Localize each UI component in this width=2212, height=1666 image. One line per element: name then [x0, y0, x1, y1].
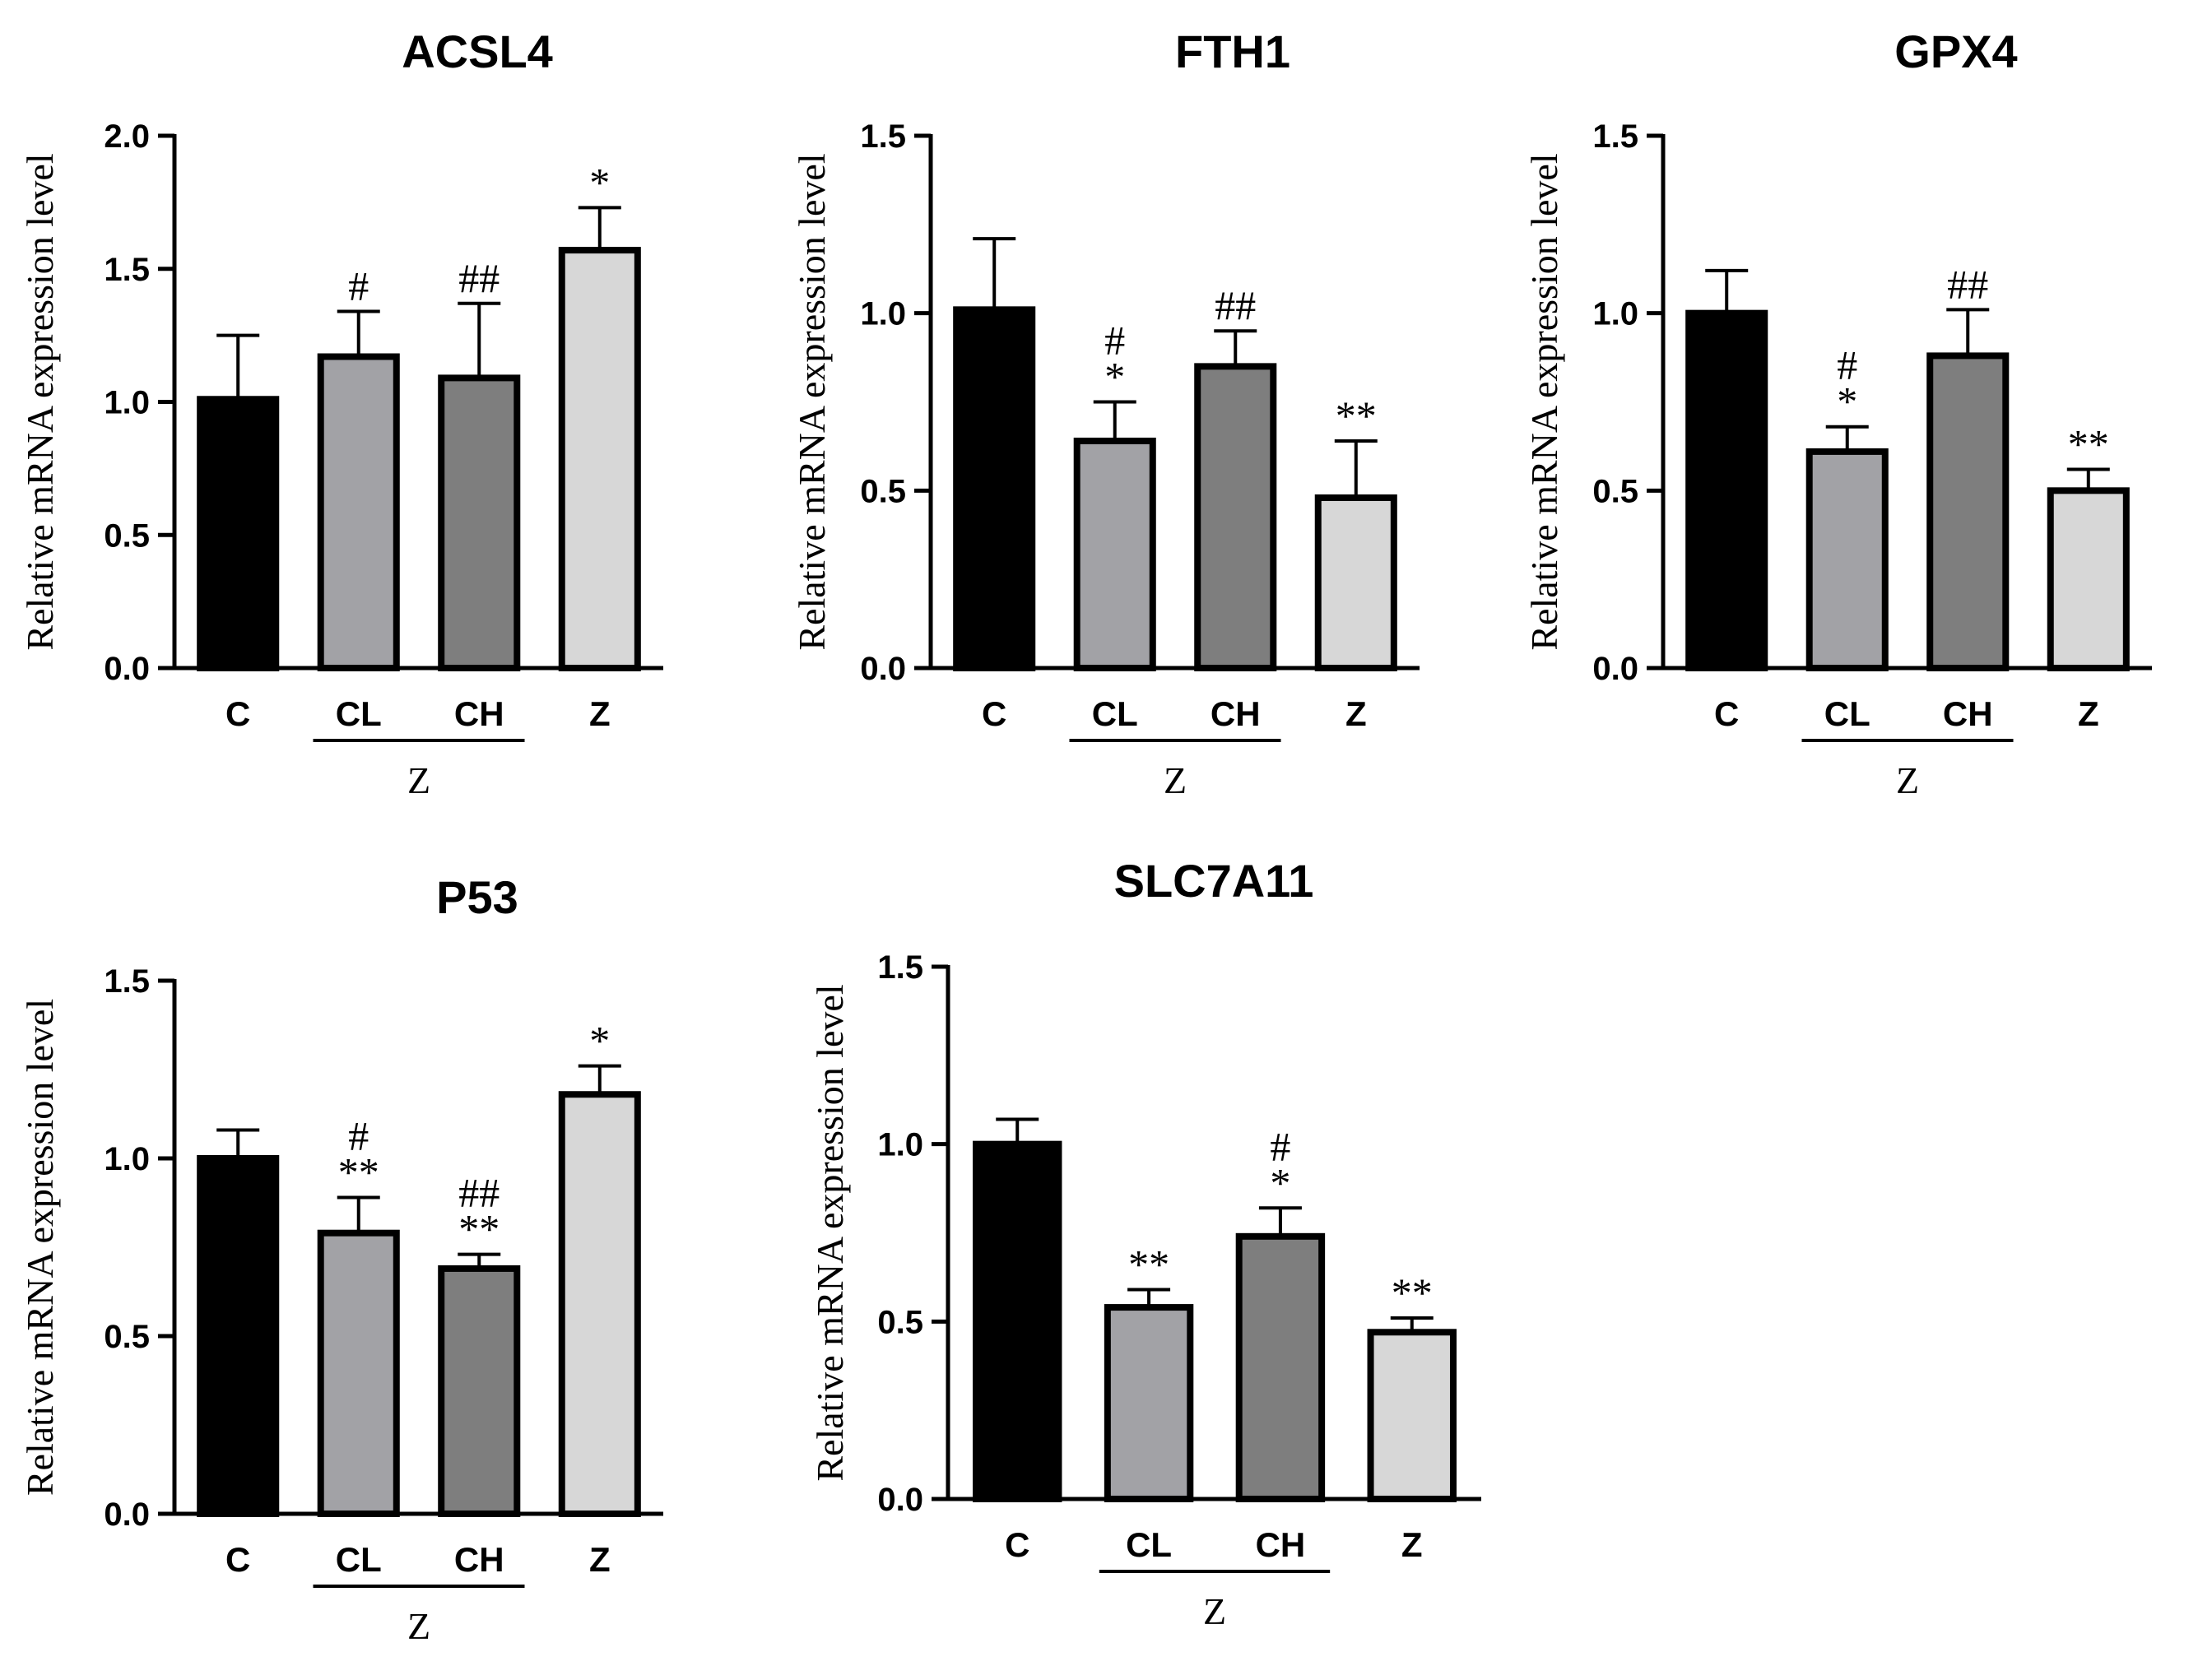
group-label: Z — [407, 759, 430, 801]
x-tick-label: CL — [336, 694, 382, 733]
bar-c — [973, 1140, 1062, 1502]
y-tick-label: 0.5 — [877, 1304, 923, 1340]
y-tick-label: 0.0 — [104, 1497, 150, 1533]
x-tick-label: CH — [1943, 694, 1993, 733]
chart-panel-gpx4: GPX4 Relative mRNA expression level 0.0 0.5… — [1523, 26, 2152, 801]
y-tick-label: 1.5 — [104, 252, 150, 288]
group-label: Z — [1164, 759, 1187, 801]
x-tick-label: Z — [2078, 694, 2099, 733]
x-tick-label: Z — [589, 694, 611, 733]
chart-panel-fth1: FTH1 Relative mRNA expression level 0.0 0.5… — [791, 26, 1420, 801]
significance-marker-cl: ** — [1128, 1241, 1169, 1288]
y-tick-label: 0.0 — [877, 1482, 923, 1518]
chart-title: SLC7A11 — [1114, 855, 1314, 907]
y-tick-label: 1.0 — [860, 296, 906, 332]
x-tick-label: CH — [1256, 1525, 1306, 1564]
bar-cl — [317, 353, 400, 671]
y-tick-label: 0.0 — [860, 651, 906, 687]
x-tick-label: Z — [1345, 694, 1367, 733]
chart-title: P53 — [436, 871, 518, 923]
bar-c — [1685, 309, 1768, 671]
x-tick-label: Z — [589, 1540, 611, 1579]
significance-marker-cl: # * — [1104, 318, 1125, 400]
group-label: Z — [1896, 759, 1919, 801]
y-axis-label: Relative mRNA expression level — [809, 984, 851, 1481]
bar-cl — [1805, 448, 1889, 671]
chart-panel-acsl4: ACSL4 Relative mRNA expression level 0.0 0.… — [19, 26, 663, 801]
x-tick-label: CL — [1126, 1525, 1172, 1564]
chart-panel-slc7a11: SLC7A11 Relative mRNA expression level 0.0… — [809, 855, 1481, 1632]
y-tick-label: 1.5 — [104, 963, 150, 1000]
x-tick-label: C — [982, 694, 1006, 733]
y-tick-label: 2.0 — [104, 118, 150, 155]
x-tick-label: CH — [1211, 694, 1261, 733]
y-tick-label: 0.5 — [860, 473, 906, 509]
y-tick-label: 1.0 — [877, 1127, 923, 1163]
x-tick-label: C — [225, 1540, 250, 1579]
significance-marker-ch: ## — [458, 255, 500, 301]
significance-marker-z: * — [589, 1018, 610, 1064]
bar-z — [2047, 487, 2130, 671]
y-tick-label: 1.0 — [104, 385, 150, 421]
y-axis-label: Relative mRNA expression level — [19, 999, 61, 1496]
significance-marker-z: * — [589, 159, 610, 205]
bar-ch — [438, 374, 521, 671]
group-label: Z — [407, 1605, 430, 1647]
bar-cl — [1073, 437, 1156, 671]
bar-cl — [317, 1229, 400, 1517]
x-tick-label: C — [225, 694, 250, 733]
bar-c — [197, 396, 280, 671]
group-label: Z — [1203, 1590, 1226, 1632]
chart-title: FTH1 — [1175, 26, 1290, 77]
y-tick-label: 0.5 — [1592, 473, 1638, 509]
significance-marker-z: ** — [1336, 392, 1377, 439]
significance-marker-ch: ## ** — [458, 1170, 500, 1252]
bar-ch — [1194, 363, 1277, 671]
chart-panel-p53: P53 Relative mRNA expression level 0.0 0.5 1… — [19, 871, 663, 1647]
bar-cl — [1104, 1304, 1194, 1502]
x-tick-label: CH — [454, 1540, 504, 1579]
chart-title: ACSL4 — [402, 26, 553, 77]
y-tick-label: 0.5 — [104, 517, 150, 554]
significance-marker-cl: # ** — [338, 1113, 379, 1195]
bar-z — [558, 1091, 641, 1517]
bar-ch — [1926, 352, 2010, 671]
significance-marker-z: ** — [2068, 420, 2109, 466]
bar-c — [953, 306, 1036, 671]
x-tick-label: C — [1714, 694, 1739, 733]
significance-marker-cl: # * — [1837, 342, 1857, 425]
y-axis-label: Relative mRNA expression level — [791, 153, 833, 650]
bar-ch — [1235, 1232, 1326, 1503]
x-tick-label: CH — [454, 694, 504, 733]
x-tick-label: Z — [1401, 1525, 1423, 1564]
y-tick-label: 1.0 — [104, 1141, 150, 1177]
bar-z — [1314, 494, 1397, 672]
y-tick-label: 1.5 — [860, 118, 906, 155]
y-tick-label: 0.5 — [104, 1319, 150, 1355]
bar-z — [558, 247, 641, 671]
y-tick-label: 1.5 — [1592, 118, 1638, 155]
x-tick-label: CL — [1092, 694, 1138, 733]
significance-marker-ch: ## — [1947, 261, 1988, 307]
y-tick-label: 0.0 — [104, 651, 150, 687]
bar-z — [1367, 1329, 1457, 1502]
x-tick-label: CL — [336, 1540, 382, 1579]
y-tick-label: 1.5 — [877, 949, 923, 986]
chart-title: GPX4 — [1894, 26, 2017, 77]
significance-marker-ch: ## — [1215, 282, 1256, 328]
y-tick-label: 1.0 — [1592, 296, 1638, 332]
x-tick-label: CL — [1824, 694, 1870, 733]
y-axis-label: Relative mRNA expression level — [1523, 153, 1565, 650]
significance-marker-z: ** — [1392, 1269, 1433, 1316]
x-tick-label: C — [1005, 1525, 1029, 1564]
bar-c — [197, 1155, 280, 1517]
y-tick-label: 0.0 — [1592, 651, 1638, 687]
significance-marker-ch: # * — [1270, 1123, 1290, 1205]
significance-marker-cl: # — [348, 263, 369, 309]
y-axis-label: Relative mRNA expression level — [19, 153, 61, 650]
bar-ch — [438, 1265, 521, 1518]
